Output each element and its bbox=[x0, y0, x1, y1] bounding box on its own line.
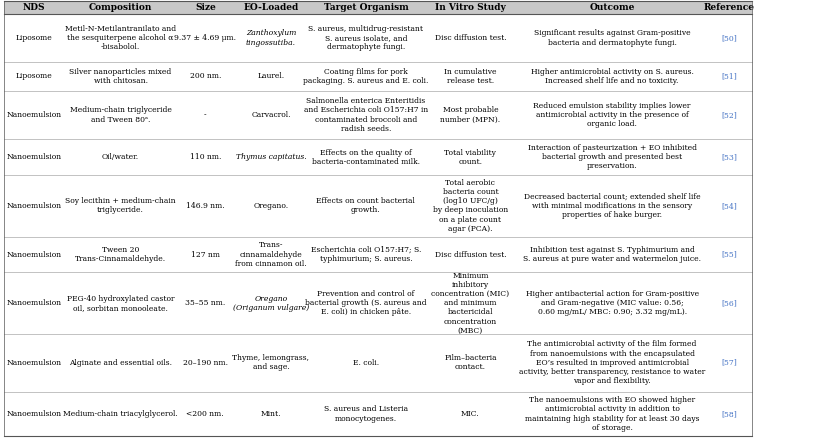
Bar bbox=[4, 334, 752, 392]
Text: Film–bacteria
contact.: Film–bacteria contact. bbox=[444, 354, 496, 371]
Text: The nanoemulsions with EO showed higher
antimicrobial activity in addition to
ma: The nanoemulsions with EO showed higher … bbox=[525, 396, 700, 432]
Text: In cumulative
release test.: In cumulative release test. bbox=[444, 68, 496, 85]
Text: Disc diffusion test.: Disc diffusion test. bbox=[434, 34, 506, 42]
Text: Nanoemulsion: Nanoemulsion bbox=[7, 153, 61, 161]
Text: Zanthoxylum
tingossutiba.: Zanthoxylum tingossutiba. bbox=[246, 29, 296, 47]
Bar bbox=[4, 139, 752, 175]
Text: Nanoemulsion: Nanoemulsion bbox=[7, 111, 61, 119]
Text: Nanoemulsion: Nanoemulsion bbox=[7, 359, 61, 367]
Text: Escherichia coli O157:H7; S.
typhimurium; S. aureus.: Escherichia coli O157:H7; S. typhimurium… bbox=[311, 246, 421, 263]
Text: <200 nm.: <200 nm. bbox=[187, 410, 224, 418]
Text: [54]: [54] bbox=[721, 202, 737, 210]
Text: E. coli.: E. coli. bbox=[353, 359, 379, 367]
Text: Oregano
(Origanum vulgare): Oregano (Origanum vulgare) bbox=[233, 295, 309, 312]
Text: Soy lecithin + medium-chain
triglyceride.: Soy lecithin + medium-chain triglyceride… bbox=[65, 197, 176, 214]
Text: Oregano.: Oregano. bbox=[254, 202, 288, 210]
Text: Minimum
inhibitory
concentration (MIC)
and minimum
bactericidal
concentration
(M: Minimum inhibitory concentration (MIC) a… bbox=[431, 271, 510, 335]
Text: Alginate and essential oils.: Alginate and essential oils. bbox=[69, 359, 172, 367]
Text: 9.37 ± 4.69 μm.: 9.37 ± 4.69 μm. bbox=[174, 34, 236, 42]
Text: 200 nm.: 200 nm. bbox=[190, 73, 221, 81]
Bar bbox=[4, 175, 752, 237]
Bar bbox=[4, 1, 752, 14]
Text: Inhibition test against S. Typhimurium and
S. aureus at pure water and watermelo: Inhibition test against S. Typhimurium a… bbox=[523, 246, 701, 263]
Text: Higher antibacterial action for Gram-positive
and Gram-negative (MIC value: 0.56: Higher antibacterial action for Gram-pos… bbox=[525, 290, 699, 316]
Text: Outcome: Outcome bbox=[590, 3, 634, 12]
Text: Laurel.: Laurel. bbox=[258, 73, 284, 81]
Text: Decreased bacterial count; extended shelf life
with minimal modifications in the: Decreased bacterial count; extended shel… bbox=[524, 193, 700, 219]
Text: Prevention and control of
bacterial growth (S. aureus and
E. coli) in chicken pâ: Prevention and control of bacterial grow… bbox=[305, 290, 427, 316]
Text: Silver nanoparticles mixed
with chitosan.: Silver nanoparticles mixed with chitosan… bbox=[69, 68, 172, 85]
Text: Nanoemulsion: Nanoemulsion bbox=[7, 299, 61, 307]
Text: -: - bbox=[204, 111, 206, 119]
Text: Nanoemulsion: Nanoemulsion bbox=[7, 250, 61, 259]
Text: Medium-chain triglyceride
and Tween 80ᵃ.: Medium-chain triglyceride and Tween 80ᵃ. bbox=[69, 106, 172, 124]
Text: 20–190 nm.: 20–190 nm. bbox=[183, 359, 228, 367]
Text: Liposome: Liposome bbox=[16, 73, 52, 81]
Text: Most probable
number (MPN).: Most probable number (MPN). bbox=[440, 106, 501, 124]
Text: Disc diffusion test.: Disc diffusion test. bbox=[434, 250, 506, 259]
Text: Reference: Reference bbox=[704, 3, 754, 12]
Text: MIC.: MIC. bbox=[461, 410, 480, 418]
Text: S. aureus and Listeria
monocytogenes.: S. aureus and Listeria monocytogenes. bbox=[324, 405, 408, 423]
Text: [52]: [52] bbox=[721, 111, 737, 119]
Text: EO-Loaded: EO-Loaded bbox=[244, 3, 298, 12]
Text: Tween 20
Trans-Cinnamaldehyde.: Tween 20 Trans-Cinnamaldehyde. bbox=[75, 246, 166, 263]
Text: Thymus capitatus.: Thymus capitatus. bbox=[235, 153, 306, 161]
Text: [51]: [51] bbox=[721, 73, 737, 81]
Text: [50]: [50] bbox=[721, 34, 737, 42]
Text: [56]: [56] bbox=[721, 299, 737, 307]
Text: Mint.: Mint. bbox=[261, 410, 281, 418]
Text: [53]: [53] bbox=[721, 153, 737, 161]
Text: NDS: NDS bbox=[22, 3, 45, 12]
Text: In Vitro Study: In Vitro Study bbox=[435, 3, 506, 12]
Text: Target Organism: Target Organism bbox=[324, 3, 408, 12]
Text: Salmonella enterica Enteritidis
and Escherichia coli O157:H7 in
contaminated bro: Salmonella enterica Enteritidis and Esch… bbox=[304, 97, 428, 133]
Text: Oil/water.: Oil/water. bbox=[102, 153, 139, 161]
Text: S. aureus, multidrug-resistant
S. aureus isolate, and
dermatophyte fungi.: S. aureus, multidrug-resistant S. aureus… bbox=[308, 25, 424, 51]
Text: PEG-40 hydroxylated castor
oil, sorbitan monooleate.: PEG-40 hydroxylated castor oil, sorbitan… bbox=[67, 295, 174, 312]
Text: Reduced emulsion stability implies lower
antimicrobial activity in the presence : Reduced emulsion stability implies lower… bbox=[534, 102, 691, 128]
Text: Thyme, lemongrass,
and sage.: Thyme, lemongrass, and sage. bbox=[232, 354, 310, 371]
Bar bbox=[4, 237, 752, 272]
Text: [55]: [55] bbox=[721, 250, 737, 259]
Text: Liposome: Liposome bbox=[16, 34, 52, 42]
Text: Medium-chain triacylglycerol.: Medium-chain triacylglycerol. bbox=[64, 410, 178, 418]
Bar bbox=[4, 272, 752, 334]
Text: 146.9 nm.: 146.9 nm. bbox=[186, 202, 225, 210]
Text: Composition: Composition bbox=[89, 3, 152, 12]
Text: Metil-N-Metilantranilato and
the sesquiterpene alcohol α
-bisabolol.: Metil-N-Metilantranilato and the sesquit… bbox=[65, 25, 176, 51]
Text: Coating films for pork
packaging. S. aureus and E. coli.: Coating films for pork packaging. S. aur… bbox=[303, 68, 429, 85]
Bar bbox=[4, 62, 752, 91]
Bar bbox=[4, 392, 752, 436]
Text: 35–55 nm.: 35–55 nm. bbox=[185, 299, 225, 307]
Text: [57]: [57] bbox=[721, 359, 737, 367]
Text: The antimicrobial activity of the film formed
from nanoemulsions with the encaps: The antimicrobial activity of the film f… bbox=[519, 341, 705, 385]
Text: Total aerobic
bacteria count
(log10 UFC/g)
by deep inoculation
on a plate count
: Total aerobic bacteria count (log10 UFC/… bbox=[433, 179, 508, 233]
Text: Effects on count bacterial
growth.: Effects on count bacterial growth. bbox=[316, 197, 415, 214]
Text: Total viability
count.: Total viability count. bbox=[444, 149, 496, 166]
Text: 110 nm.: 110 nm. bbox=[190, 153, 221, 161]
Text: Significant results against Gram-positive
bacteria and dermatophyte fungi.: Significant results against Gram-positiv… bbox=[534, 29, 691, 47]
Bar bbox=[4, 91, 752, 139]
Text: Nanoemulsion: Nanoemulsion bbox=[7, 410, 61, 418]
Text: Size: Size bbox=[195, 3, 216, 12]
Text: Nanoemulsion: Nanoemulsion bbox=[7, 202, 61, 210]
Text: Higher antimicrobial activity on S. aureus.
Increased shelf life and no toxicity: Higher antimicrobial activity on S. aure… bbox=[530, 68, 694, 85]
Text: Effects on the quality of
bacteria-contaminated milk.: Effects on the quality of bacteria-conta… bbox=[312, 149, 420, 166]
Bar bbox=[4, 14, 752, 62]
Text: Carvacrol.: Carvacrol. bbox=[251, 111, 291, 119]
Text: [58]: [58] bbox=[721, 410, 737, 418]
Text: Interaction of pasteurization + EO inhibited
bacterial growth and presented best: Interaction of pasteurization + EO inhib… bbox=[528, 144, 696, 170]
Text: 127 nm: 127 nm bbox=[191, 250, 220, 259]
Text: Trans-
cinnamaldehyde
from cinnamon oil.: Trans- cinnamaldehyde from cinnamon oil. bbox=[235, 242, 306, 268]
